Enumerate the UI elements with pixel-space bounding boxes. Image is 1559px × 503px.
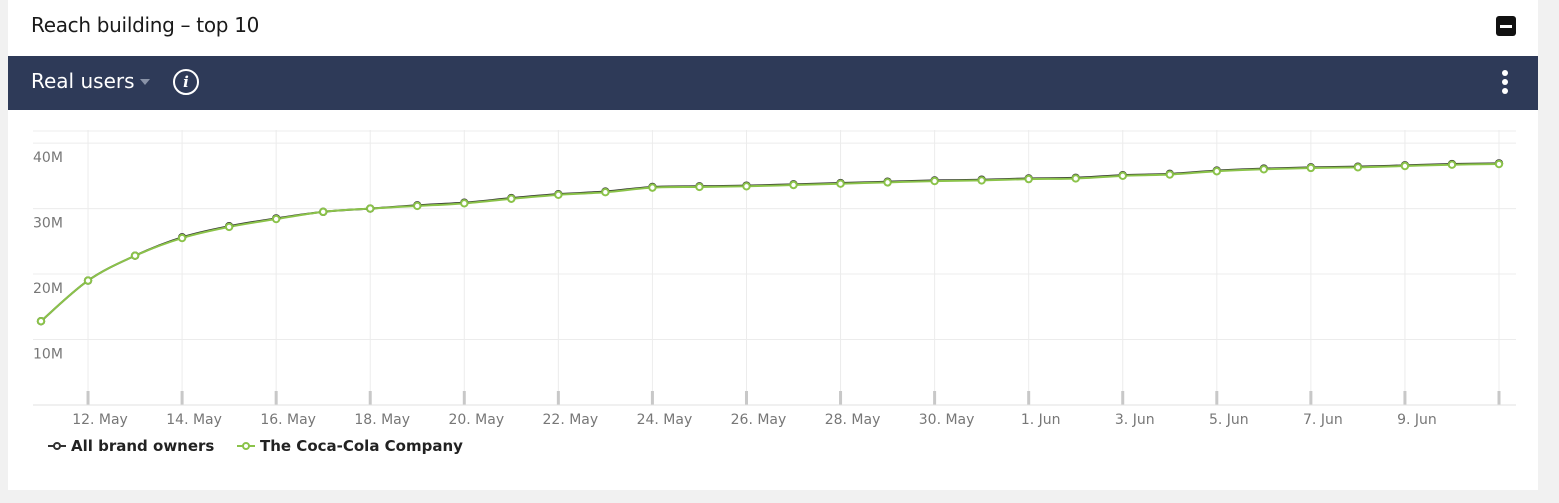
data-point (601, 188, 610, 197)
x-tick-mark (274, 391, 278, 405)
x-tick-mark (1121, 391, 1125, 405)
x-tick-mark (462, 391, 466, 405)
x-tick-label: 28. May (825, 412, 881, 428)
dropdown-caret-icon[interactable] (140, 79, 150, 85)
x-tick-mark (1027, 391, 1031, 405)
legend-label: All brand owners (71, 437, 215, 455)
data-point (1212, 167, 1222, 176)
data-point (224, 222, 234, 232)
chart-area: 10M 20M 30M 40M 12. May 14. May 16. May 18. May… (8, 110, 1538, 490)
data-point (36, 316, 46, 326)
x-tick-label: 1. Jun (1021, 412, 1061, 428)
x-tick-label: 9. Jun (1397, 412, 1437, 428)
x-tick-label: 3. Jun (1115, 412, 1155, 428)
data-point (1165, 170, 1174, 179)
data-point (1447, 160, 1457, 169)
data-point (1306, 163, 1316, 173)
data-point (1071, 174, 1080, 183)
x-tick-label: 26. May (731, 412, 787, 428)
x-tick-label: 18. May (354, 412, 410, 428)
series-line (40, 162, 1500, 322)
metric-selector[interactable]: Real users (31, 69, 135, 93)
data-point (836, 179, 845, 188)
data-point (83, 276, 93, 285)
metric-toolbar: Real users i (8, 56, 1538, 110)
x-tick-mark (180, 391, 184, 405)
data-point (789, 180, 798, 190)
data-point (1118, 171, 1127, 181)
reach-line-chart: 10M 20M 30M 40M 12. May 14. May 16. May 18. May… (33, 130, 1516, 428)
legend-marker-icon (48, 442, 66, 450)
y-tick-label: 10M (33, 347, 63, 363)
x-tick-mark (650, 391, 654, 405)
x-tick-mark (1403, 391, 1407, 405)
collapse-icon[interactable] (1496, 16, 1516, 36)
x-tick-label: 16. May (260, 412, 316, 428)
x-tick-label: 20. May (448, 412, 504, 428)
x-tick-label: 12. May (72, 412, 128, 428)
data-point (883, 178, 892, 187)
y-tick-label: 30M (33, 216, 63, 232)
panel-header: Reach building – top 10 (8, 0, 1538, 56)
x-tick-mark (1497, 391, 1501, 405)
data-point (977, 176, 986, 185)
reach-building-panel: Reach building – top 10 Real users i 10M… (8, 0, 1538, 490)
x-tick-label: 24. May (637, 412, 693, 428)
data-point (413, 201, 422, 211)
x-tick-mark (556, 391, 560, 405)
panel-title: Reach building – top 10 (31, 13, 260, 37)
more-vert-icon[interactable] (1502, 70, 1508, 94)
data-point (648, 183, 657, 192)
y-tick-label: 20M (33, 281, 63, 297)
data-point (1353, 163, 1363, 172)
data-point (695, 182, 704, 192)
data-point (130, 251, 140, 260)
x-tick-mark (368, 391, 372, 405)
x-tick-mark (1309, 391, 1313, 405)
data-point (1494, 159, 1504, 169)
data-point (930, 176, 939, 186)
x-tick-label: 7. Jun (1303, 412, 1343, 428)
data-point (742, 182, 751, 191)
data-point (1259, 165, 1269, 174)
x-tick-mark (839, 391, 843, 405)
x-tick-mark (744, 391, 748, 405)
data-point (271, 214, 281, 224)
data-point (1024, 174, 1033, 184)
legend-label: The Coca-Cola Company (260, 437, 463, 455)
data-point (507, 194, 516, 203)
legend-marker-icon (237, 442, 255, 450)
data-point (366, 204, 375, 213)
x-tick-label: 30. May (919, 412, 975, 428)
x-tick-mark (933, 391, 937, 405)
data-point (460, 199, 469, 208)
info-icon[interactable]: i (173, 69, 199, 95)
x-tick-label: 5. Jun (1209, 412, 1249, 428)
data-point (318, 207, 328, 217)
x-tick-mark (1215, 391, 1219, 405)
data-point (554, 190, 563, 200)
x-tick-mark (86, 391, 90, 405)
data-point (177, 233, 187, 243)
x-tick-label: 14. May (166, 412, 222, 428)
y-tick-label: 40M (33, 150, 63, 166)
data-point (1400, 161, 1410, 171)
x-tick-label: 22. May (543, 412, 599, 428)
series-line (40, 163, 1500, 322)
